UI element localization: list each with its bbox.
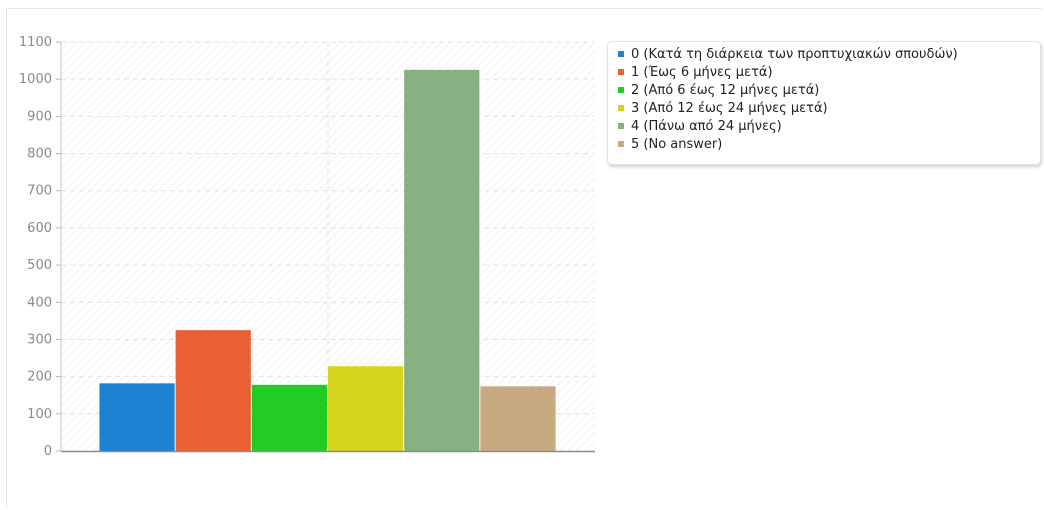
chart-panel: [6, 8, 1042, 508]
bar-1[interactable]: [175, 330, 251, 451]
legend-label: 3 (Από 12 έως 24 μήνες μετά): [631, 100, 828, 116]
y-tick-label: 700: [27, 184, 52, 199]
legend-item-1[interactable]: 1 (Έως 6 μήνες μετά): [618, 63, 1034, 81]
bar-5[interactable]: [480, 386, 556, 451]
legend-item-4[interactable]: 4 (Πάνω από 24 μήνες): [618, 117, 1034, 135]
legend-item-2[interactable]: 2 (Από 6 έως 12 μήνες μετά): [618, 81, 1034, 99]
y-tick-label: 0: [44, 444, 52, 459]
legend-item-3[interactable]: 3 (Από 12 έως 24 μήνες μετά): [618, 99, 1034, 117]
legend-swatch-icon: [618, 69, 624, 75]
legend-swatch-icon: [618, 105, 624, 111]
y-tick-label: 800: [27, 147, 52, 162]
legend-label: 5 (No answer): [631, 136, 723, 152]
bars: [99, 69, 556, 452]
legend-swatch-icon: [618, 123, 624, 129]
y-tick-label: 500: [27, 258, 52, 273]
y-tick-label: 200: [27, 370, 52, 385]
legend-swatch-icon: [618, 51, 624, 57]
bar-4[interactable]: [404, 69, 480, 452]
y-tick-labels: 0 100 200 300 400 500 600 700 800 900 1000 1100: [19, 35, 61, 459]
y-tick-label: 1100: [19, 35, 52, 50]
y-tick-label: 400: [27, 295, 52, 310]
legend-label: 4 (Πάνω από 24 μήνες): [631, 118, 782, 134]
axes: [60, 42, 595, 453]
y-tick-label: 900: [27, 109, 52, 124]
y-tick-label: 300: [27, 332, 52, 347]
legend-swatch-icon: [618, 87, 624, 93]
bar-3[interactable]: [328, 366, 404, 451]
chart-legend: 0 (Κατά τη διάρκεια των προπτυχιακών σπο…: [607, 41, 1041, 165]
bar-0[interactable]: [99, 383, 175, 451]
legend-label: 0 (Κατά τη διάρκεια των προπτυχιακών σπο…: [631, 46, 958, 62]
legend-label: 2 (Από 6 έως 12 μήνες μετά): [631, 82, 820, 98]
y-tick-label: 100: [27, 407, 52, 422]
legend-swatch-icon: [618, 141, 624, 147]
legend-item-0[interactable]: 0 (Κατά τη διάρκεια των προπτυχιακών σπο…: [618, 45, 1034, 63]
bar-2[interactable]: [251, 384, 327, 451]
legend-item-5[interactable]: 5 (No answer): [618, 135, 1034, 153]
y-tick-label: 1000: [19, 72, 52, 87]
y-tick-label: 600: [27, 221, 52, 236]
legend-label: 1 (Έως 6 μήνες μετά): [631, 64, 773, 80]
